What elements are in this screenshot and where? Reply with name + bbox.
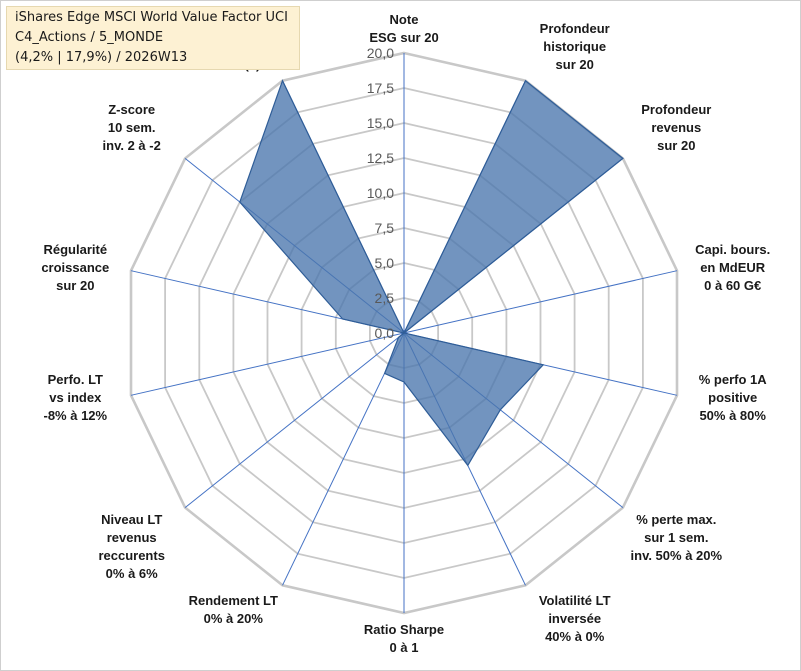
axis-label-line: Perfo. LT — [48, 372, 103, 387]
axis-label-line: sur 20 — [556, 57, 594, 72]
axis-label: Niveau LT revenus reccurents 0% à 6% — [98, 512, 164, 581]
axis-label: Note ESG sur 20 — [369, 12, 438, 45]
tick-label: 7,5 — [375, 220, 395, 236]
chart-title-box: iShares Edge MSCI World Value Factor UCI… — [6, 6, 300, 70]
tick-label: 20,0 — [367, 45, 394, 61]
axis-label-line: Volatilité LT — [539, 593, 611, 608]
radial-tick-labels: 0,0 2,5 5,0 7,5 10,0 12,5 15,0 17,5 20,0 — [367, 45, 394, 341]
axis-label-line: Ratio Sharpe — [364, 622, 444, 637]
axis-label-line: inv. 50% à 20% — [631, 548, 723, 563]
axis-label-line: Régularité — [44, 242, 108, 257]
axis-label-line: inv. 2 à -2 — [103, 138, 161, 153]
axis-label-line: 40% à 0% — [545, 629, 605, 644]
axis-label: Z-score 10 sem. inv. 2 à -2 — [103, 102, 161, 153]
axis-label-line: 50% à 80% — [699, 408, 766, 423]
axis-label-line: 10 sem. — [108, 120, 156, 135]
axis-label-line: Note — [390, 12, 419, 27]
axis-spoke — [184, 332, 405, 508]
axis-label-line: revenus — [107, 530, 157, 545]
axis-label-line: croissance — [41, 260, 109, 275]
axis-label: Profondeur historique sur 20 — [540, 21, 610, 72]
axis-label-line: sur 20 — [657, 138, 695, 153]
title-stats: (4,2% | 17,9%) / 2026W13 — [15, 50, 188, 65]
axis-label-line: vs index — [49, 390, 102, 405]
axis-spoke — [403, 270, 678, 334]
title-category: C4_Actions / 5_MONDE — [15, 30, 164, 45]
tick-label: 15,0 — [367, 115, 394, 131]
axis-label-line: inversée — [548, 611, 601, 626]
axis-spoke — [130, 332, 405, 396]
tick-label: 17,5 — [367, 80, 394, 96]
axis-label: Régularité croissance sur 20 — [41, 242, 109, 293]
axis-label-line: en MdEUR — [700, 260, 766, 275]
axis-label-line: % perfo 1A — [699, 372, 768, 387]
axis-label-line: 0% à 20% — [204, 611, 264, 626]
axis-label: Rendement LT 0% à 20% — [189, 593, 278, 626]
axis-label-line: 0 à 1 — [390, 640, 419, 655]
axis-label-line: 0 à 60 G€ — [704, 278, 761, 293]
axis-label-line: Profondeur — [540, 21, 610, 36]
axis-label-line: ESG sur 20 — [369, 30, 438, 45]
axis-label: Profondeur revenus sur 20 — [641, 102, 711, 153]
tick-label: 5,0 — [375, 255, 395, 271]
axis-label-line: Rendement LT — [189, 593, 278, 608]
axis-label-line: sur 20 — [56, 278, 94, 293]
axis-spoke — [282, 332, 405, 586]
axis-label-line: Z-score — [108, 102, 155, 117]
axis-label-line: sur 1 sem. — [644, 530, 708, 545]
axis-label-line: 0% à 6% — [106, 566, 158, 581]
tick-label: 0,0 — [375, 325, 395, 341]
axis-label-line: historique — [543, 39, 606, 54]
axis-label: Volatilité LT inversée 40% à 0% — [539, 593, 611, 644]
radar-series — [239, 79, 624, 467]
axis-label-line: reccurents — [98, 548, 164, 563]
axis-label-line: Capi. bours. — [695, 242, 770, 257]
title-fund-name: iShares Edge MSCI World Value Factor UCI — [15, 10, 288, 25]
axis-label-line: % perte max. — [636, 512, 716, 527]
axis-label-line: Niveau LT — [101, 512, 162, 527]
axis-label-line: Profondeur — [641, 102, 711, 117]
axis-label: Perfo. LT vs index -8% à 12% — [44, 372, 108, 423]
tick-label: 10,0 — [367, 185, 394, 201]
axis-label: % perte max. sur 1 sem. inv. 50% à 20% — [631, 512, 723, 563]
axis-label: Capi. bours. en MdEUR 0 à 60 G€ — [695, 242, 770, 293]
axis-label-line: positive — [708, 390, 757, 405]
series-area — [239, 79, 624, 467]
tick-label: 12,5 — [367, 150, 394, 166]
axis-label-line: revenus — [651, 120, 701, 135]
axis-label: Ratio Sharpe 0 à 1 — [364, 622, 444, 655]
tick-label: 2,5 — [375, 290, 395, 306]
axis-label: % perfo 1A positive 50% à 80% — [699, 372, 768, 423]
axis-label-line: -8% à 12% — [44, 408, 108, 423]
